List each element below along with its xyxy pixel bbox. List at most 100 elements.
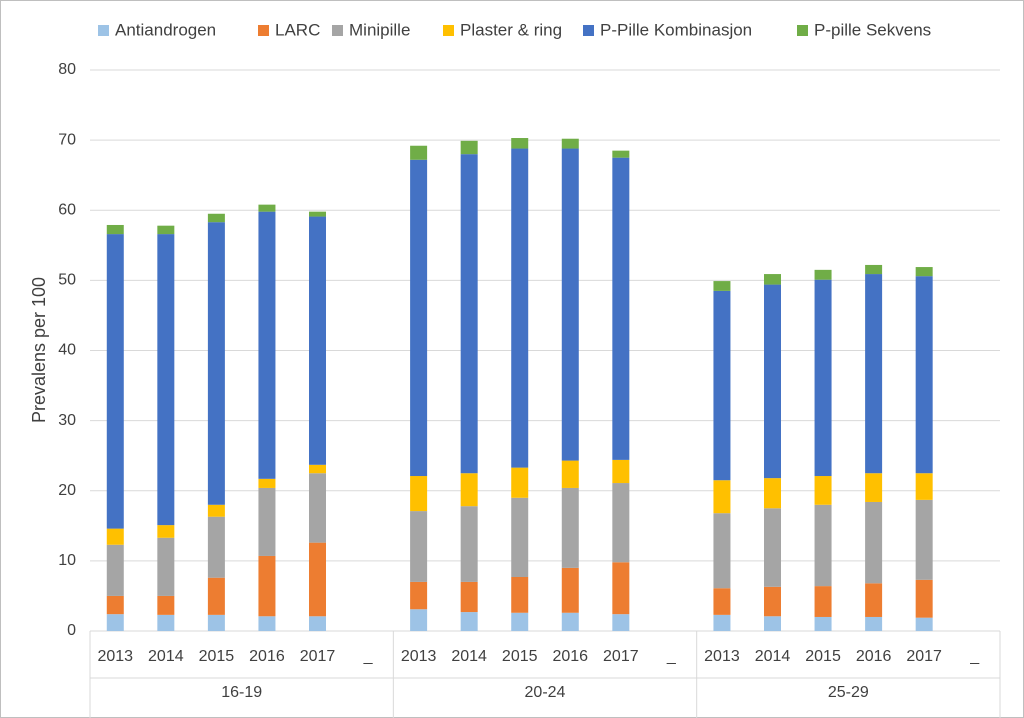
bar-segment [207, 577, 225, 615]
legend-label: Minipille [349, 20, 410, 39]
x-tick-label: 2014 [451, 648, 487, 665]
bar-segment [713, 480, 731, 514]
bar-segment [207, 516, 225, 578]
bar-segment [106, 528, 124, 545]
bar-segment [207, 222, 225, 505]
legend-swatch [332, 25, 343, 36]
bar-segment [865, 501, 883, 584]
bar-segment [157, 595, 175, 615]
bar-segment [561, 460, 579, 488]
x-tick-label: 2015 [199, 648, 235, 665]
bar-segment [814, 269, 832, 280]
bar-segment [511, 577, 529, 613]
bar-segment [106, 614, 124, 631]
bar-segment [612, 562, 630, 615]
bar-segment [915, 579, 933, 618]
bar-segment [157, 234, 175, 526]
bar-segment [814, 476, 832, 505]
y-tick-label: 80 [58, 61, 76, 78]
x-tick-label: 2017 [300, 648, 336, 665]
bar-segment [511, 148, 529, 468]
bar-segment [460, 473, 478, 507]
bar-segment [764, 508, 781, 587]
bar-segment [410, 511, 428, 582]
x-tick-label: _ [363, 648, 374, 665]
bar-segment [460, 581, 478, 613]
y-tick-label: 50 [58, 272, 76, 289]
y-tick-label: 30 [58, 412, 76, 429]
legend-swatch [443, 25, 454, 36]
bar-segment [713, 588, 731, 615]
bar-segment [258, 204, 276, 212]
bar-segment [713, 513, 731, 589]
bar-segment [207, 504, 225, 517]
bar-segment [814, 616, 832, 631]
bar-segment [814, 586, 832, 617]
group-label: 16-19 [221, 684, 262, 701]
legend-label: LARC [275, 20, 320, 39]
bar-segment [612, 483, 630, 563]
bar-segment [561, 138, 579, 149]
bar-segment [309, 616, 326, 631]
bar-segment [460, 612, 478, 631]
y-tick-label: 0 [67, 622, 76, 639]
bar-segment [106, 234, 124, 529]
bar-segment [157, 525, 175, 538]
bar-segment [309, 216, 326, 465]
bar-segment [865, 616, 883, 631]
bar-segment [814, 504, 832, 587]
y-tick-label: 40 [58, 342, 76, 359]
bar-segment [511, 138, 529, 149]
bar-segment [865, 583, 883, 617]
bar-segment [309, 211, 326, 217]
bar-segment [511, 467, 529, 498]
bar-segment [258, 211, 276, 479]
x-tick-label: 2017 [603, 648, 639, 665]
bar-segment [915, 473, 933, 500]
y-axis-title: Prevalens per 100 [29, 277, 49, 423]
bar-segment [713, 614, 731, 631]
bar-segment [207, 614, 225, 631]
x-tick-label: 2013 [704, 648, 740, 665]
bar-segment [561, 148, 579, 461]
legend-swatch [258, 25, 269, 36]
legend-swatch [583, 25, 594, 36]
bar-segment [309, 542, 326, 617]
bar-segment [460, 140, 478, 155]
bar-segment [106, 595, 124, 615]
group-label: 25-29 [828, 684, 869, 701]
bar-segment [410, 581, 428, 610]
group-label: 20-24 [525, 684, 566, 701]
bar-segment [865, 274, 883, 474]
bar-segment [561, 612, 579, 631]
bar-segment [561, 487, 579, 568]
bar-segment [915, 617, 933, 631]
legend-label: P-pille Sekvens [814, 20, 931, 39]
y-tick-label: 70 [58, 131, 76, 148]
y-tick-label: 20 [58, 482, 76, 499]
x-tick-label: 2015 [805, 648, 841, 665]
x-tick-label: 2014 [148, 648, 184, 665]
bar-segment [258, 478, 276, 488]
bar-segment [915, 499, 933, 580]
bar-segment [309, 473, 326, 543]
bar-segment [410, 609, 428, 631]
bar-segment [410, 476, 428, 512]
bar-segment [460, 154, 478, 474]
bar-segment [865, 264, 883, 275]
bar-segment [915, 267, 933, 277]
bar-segment [207, 213, 225, 223]
bar-segment [561, 567, 579, 613]
bar-segment [511, 497, 529, 578]
bar-segment [258, 616, 276, 631]
bar-segment [764, 586, 781, 617]
legend-label: Plaster & ring [460, 20, 562, 39]
bar-segment [309, 464, 326, 474]
bar-segment [764, 274, 781, 285]
x-tick-label: 2015 [502, 648, 538, 665]
bar-segment [511, 612, 529, 631]
bar-segment [814, 279, 832, 477]
legend-label: Antiandrogen [115, 20, 216, 39]
